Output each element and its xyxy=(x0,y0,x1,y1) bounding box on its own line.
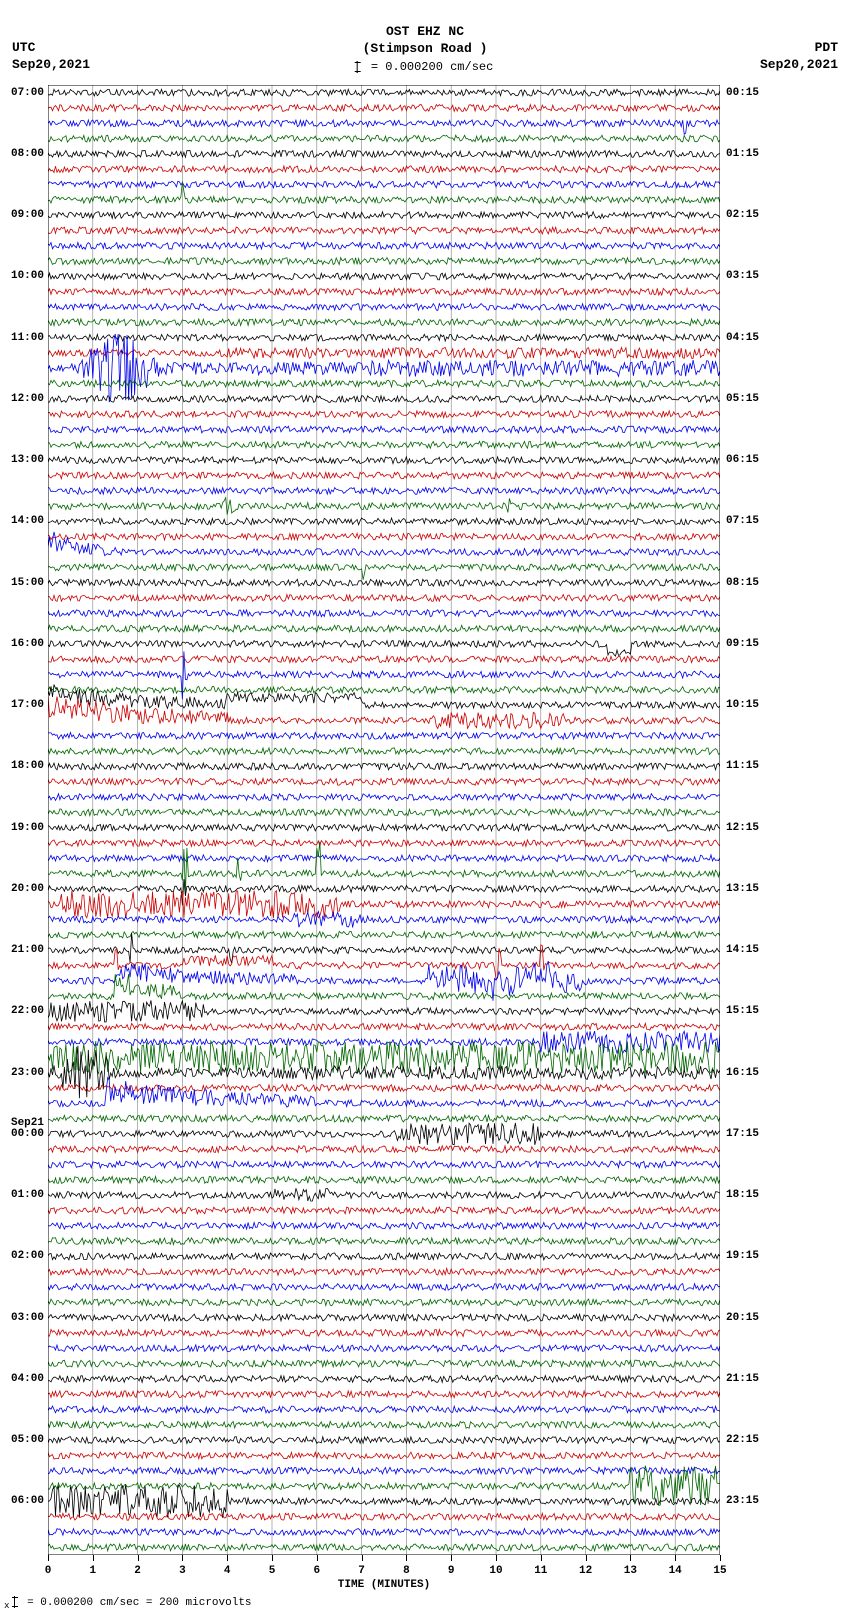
x-tick: 4 xyxy=(224,1565,231,1577)
scale-text: = 0.000200 cm/sec xyxy=(371,60,493,74)
header-left: UTC Sep20,2021 xyxy=(12,40,90,74)
x-axis-title: TIME (MINUTES) xyxy=(338,1579,430,1591)
footer-text: = 0.000200 cm/sec = 200 microvolts xyxy=(21,1597,252,1609)
utc-label: 09:00 xyxy=(11,209,44,221)
utc-label: 16:00 xyxy=(11,638,44,650)
x-tick: 11 xyxy=(534,1565,547,1577)
seismogram-svg xyxy=(48,85,720,1555)
pdt-label: 21:15 xyxy=(726,1373,759,1385)
utc-label: 13:00 xyxy=(11,454,44,466)
pdt-label: 00:15 xyxy=(726,87,759,99)
x-tick-mark xyxy=(362,1555,363,1561)
utc-label: 04:00 xyxy=(11,1373,44,1385)
utc-label: 21:00 xyxy=(11,944,44,956)
x-tick-mark xyxy=(541,1555,542,1561)
utc-label: 05:00 xyxy=(11,1434,44,1446)
x-tick: 13 xyxy=(624,1565,637,1577)
pdt-label: 16:15 xyxy=(726,1067,759,1079)
x-tick-mark xyxy=(720,1555,721,1561)
x-tick-mark xyxy=(675,1555,676,1561)
pdt-label: 23:15 xyxy=(726,1495,759,1507)
x-tick: 9 xyxy=(448,1565,455,1577)
pdt-label: 13:15 xyxy=(726,883,759,895)
x-tick: 5 xyxy=(269,1565,276,1577)
x-tick: 2 xyxy=(134,1565,141,1577)
utc-label: 10:00 xyxy=(11,270,44,282)
utc-label: 11:00 xyxy=(11,332,44,344)
pdt-label: 10:15 xyxy=(726,699,759,711)
footer-scale: x = 0.000200 cm/sec = 200 microvolts xyxy=(4,1596,252,1611)
x-tick-mark xyxy=(630,1555,631,1561)
seismogram-plot xyxy=(48,85,720,1555)
utc-label: 18:00 xyxy=(11,760,44,772)
x-tick: 1 xyxy=(89,1565,96,1577)
x-tick: 8 xyxy=(403,1565,410,1577)
pdt-label: 02:15 xyxy=(726,209,759,221)
utc-label: 08:00 xyxy=(11,148,44,160)
x-tick-mark xyxy=(586,1555,587,1561)
x-tick: 6 xyxy=(313,1565,320,1577)
pdt-label: 04:15 xyxy=(726,332,759,344)
x-tick-mark xyxy=(451,1555,452,1561)
pdt-label: 12:15 xyxy=(726,822,759,834)
right-date: Sep20,2021 xyxy=(760,57,838,74)
pdt-label: 17:15 xyxy=(726,1128,759,1140)
pdt-label: 20:15 xyxy=(726,1312,759,1324)
pdt-label: 19:15 xyxy=(726,1250,759,1262)
station-code: OST EHZ NC xyxy=(0,24,850,41)
station-location: (Stimpson Road ) xyxy=(0,41,850,58)
x-tick: 0 xyxy=(45,1565,52,1577)
right-tz: PDT xyxy=(760,40,838,57)
pdt-label: 03:15 xyxy=(726,270,759,282)
scale-bar-icon xyxy=(14,1596,15,1608)
utc-label: 17:00 xyxy=(11,699,44,711)
utc-label: 02:00 xyxy=(11,1250,44,1262)
utc-label: 00:00 xyxy=(11,1128,44,1140)
x-tick-mark xyxy=(227,1555,228,1561)
x-tick-mark xyxy=(317,1555,318,1561)
utc-label: 07:00 xyxy=(11,87,44,99)
x-tick: 7 xyxy=(358,1565,365,1577)
x-tick-mark xyxy=(406,1555,407,1561)
utc-label: 22:00 xyxy=(11,1005,44,1017)
scale-indicator: = 0.000200 cm/sec xyxy=(357,60,494,74)
pdt-label: 07:15 xyxy=(726,515,759,527)
x-tick-mark xyxy=(48,1555,49,1561)
utc-label: 03:00 xyxy=(11,1312,44,1324)
x-tick: 12 xyxy=(579,1565,592,1577)
scale-bar-icon xyxy=(357,61,358,73)
x-tick: 3 xyxy=(179,1565,186,1577)
utc-label: 12:00 xyxy=(11,393,44,405)
pdt-label: 05:15 xyxy=(726,393,759,405)
x-tick: 14 xyxy=(669,1565,682,1577)
pdt-label: 11:15 xyxy=(726,760,759,772)
pdt-label: 14:15 xyxy=(726,944,759,956)
header: OST EHZ NC (Stimpson Road ) xyxy=(0,24,850,58)
pdt-label: 09:15 xyxy=(726,638,759,650)
utc-label: 23:00 xyxy=(11,1067,44,1079)
x-tick-mark xyxy=(496,1555,497,1561)
x-tick-mark xyxy=(272,1555,273,1561)
pdt-label: 01:15 xyxy=(726,148,759,160)
pdt-label: 15:15 xyxy=(726,1005,759,1017)
pdt-label: 22:15 xyxy=(726,1434,759,1446)
pdt-label: 18:15 xyxy=(726,1189,759,1201)
header-right: PDT Sep20,2021 xyxy=(760,40,838,74)
x-tick-mark xyxy=(93,1555,94,1561)
utc-label: 14:00 xyxy=(11,515,44,527)
utc-label: 15:00 xyxy=(11,577,44,589)
utc-label: 06:00 xyxy=(11,1495,44,1507)
x-tick: 10 xyxy=(489,1565,502,1577)
x-tick-mark xyxy=(138,1555,139,1561)
left-date: Sep20,2021 xyxy=(12,57,90,74)
left-tz: UTC xyxy=(12,40,90,57)
pdt-label: 08:15 xyxy=(726,577,759,589)
x-axis: TIME (MINUTES) 0123456789101112131415 xyxy=(48,1555,720,1595)
utc-label: 19:00 xyxy=(11,822,44,834)
pdt-label: 06:15 xyxy=(726,454,759,466)
utc-label: 01:00 xyxy=(11,1189,44,1201)
x-tick: 15 xyxy=(713,1565,726,1577)
x-tick-mark xyxy=(182,1555,183,1561)
utc-label: 20:00 xyxy=(11,883,44,895)
